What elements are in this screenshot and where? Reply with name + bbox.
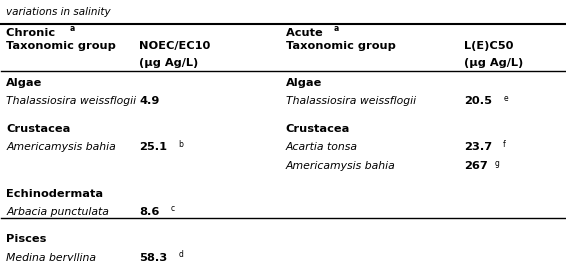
- Text: c: c: [170, 204, 174, 213]
- Text: d: d: [178, 250, 183, 259]
- Text: b: b: [178, 140, 183, 149]
- Text: Algae: Algae: [6, 78, 42, 88]
- Text: a: a: [70, 24, 75, 33]
- Text: 4.9: 4.9: [139, 96, 160, 106]
- Text: Algae: Algae: [286, 78, 322, 88]
- Text: g: g: [495, 159, 500, 168]
- Text: 8.6: 8.6: [139, 207, 160, 217]
- Text: Arbacia punctulata: Arbacia punctulata: [6, 207, 109, 217]
- Text: Crustacea: Crustacea: [286, 124, 350, 134]
- Text: L(E)C50: L(E)C50: [464, 41, 513, 51]
- Text: Thalassiosira weissflogii: Thalassiosira weissflogii: [286, 96, 416, 106]
- Text: Taxonomic group: Taxonomic group: [6, 41, 116, 51]
- Text: Chronic: Chronic: [6, 28, 59, 38]
- Text: 23.7: 23.7: [464, 142, 492, 152]
- Text: Echinodermata: Echinodermata: [6, 189, 104, 199]
- Text: 58.3: 58.3: [139, 253, 168, 261]
- Text: Pisces: Pisces: [6, 234, 47, 245]
- Text: Taxonomic group: Taxonomic group: [286, 41, 396, 51]
- Text: 20.5: 20.5: [464, 96, 492, 106]
- Text: Crustacea: Crustacea: [6, 124, 71, 134]
- Text: 267: 267: [464, 161, 487, 171]
- Text: Acartia tonsa: Acartia tonsa: [286, 142, 358, 152]
- Text: Medina beryllina: Medina beryllina: [6, 253, 96, 261]
- Text: variations in salinity: variations in salinity: [6, 7, 111, 17]
- Text: f: f: [503, 140, 506, 149]
- Text: e: e: [503, 94, 508, 103]
- Text: NOEC/EC10: NOEC/EC10: [139, 41, 211, 51]
- Text: Americamysis bahia: Americamysis bahia: [6, 142, 116, 152]
- Text: a: a: [334, 24, 339, 33]
- Text: Acute: Acute: [286, 28, 327, 38]
- Text: (μg Ag/L): (μg Ag/L): [139, 58, 198, 68]
- Text: 25.1: 25.1: [139, 142, 167, 152]
- Text: (μg Ag/L): (μg Ag/L): [464, 58, 523, 68]
- Text: Americamysis bahia: Americamysis bahia: [286, 161, 396, 171]
- Text: Thalassiosira weissflogii: Thalassiosira weissflogii: [6, 96, 136, 106]
